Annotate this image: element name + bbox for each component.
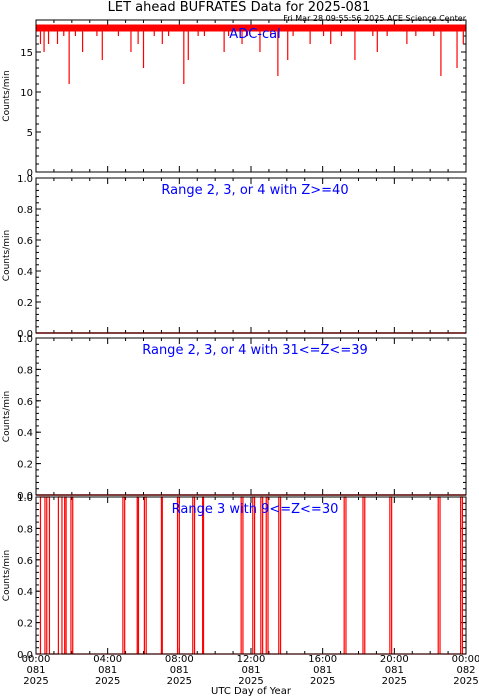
x-tick-label: 082 — [456, 665, 475, 676]
x-tick-label: 00:00 — [22, 654, 51, 665]
x-tick-label: 00:00 — [452, 654, 479, 665]
y-tick-label: 0.4 — [17, 587, 33, 598]
y-tick-label: 0.8 — [17, 365, 33, 376]
y-tick-label: 0.2 — [17, 619, 33, 630]
x-tick-label: 081 — [98, 665, 117, 676]
x-tick-label: 2025 — [453, 676, 478, 687]
y-tick-label: 0 — [27, 168, 33, 179]
y-tick-label: 0.0 — [17, 329, 33, 340]
panel-4: 0.0 0.2 0.4 0.6 0.8 1.0 Range 3 with 9<=Z<=30 C… — [2, 493, 467, 661]
x-tick-label: 2025 — [95, 676, 120, 687]
panel-1: 0 5 10 15 ADC-cal Counts/min — [2, 19, 467, 179]
x-tick-label: 2025 — [167, 676, 192, 687]
timestamp-label: Fri Mar 28 09:55:56 2025 ACE Science Cen… — [283, 14, 467, 23]
x-tick-label: 20:00 — [380, 654, 409, 665]
x-axis-label: UTC Day of Year — [211, 686, 292, 697]
panel-title: Range 2, 3, or 4 with Z>=40 — [161, 183, 348, 198]
y-tick-label: 0.6 — [17, 556, 33, 567]
y-tick-label: 1.0 — [17, 334, 33, 345]
x-tick-label: 081 — [26, 665, 45, 676]
panel-title: ADC-cal — [229, 27, 280, 42]
x-tick-label: 081 — [170, 665, 189, 676]
y-tick-label: 0.4 — [17, 267, 33, 278]
y-axis-label: Counts/min — [2, 70, 12, 121]
y-tick-label: 0.0 — [17, 650, 33, 661]
y-axis-label: Counts/min — [2, 550, 12, 601]
chart-title: LET ahead BUFRATES Data for 2025-081 — [108, 0, 371, 15]
y-tick-label: 1.0 — [17, 174, 33, 185]
y-tick-label: 0.2 — [17, 460, 33, 471]
panel-title: Range 2, 3, or 4 with 31<=Z<=39 — [142, 343, 368, 358]
x-tick-label: 08:00 — [165, 654, 194, 665]
x-tick-label: 081 — [313, 665, 332, 676]
y-tick-label: 0.4 — [17, 428, 33, 439]
y-tick-label: 1.0 — [17, 493, 33, 504]
panel-3: 0.0 0.2 0.4 0.6 0.8 1.0 Range 2, 3, or 4 with … — [2, 334, 467, 502]
panel-frame — [35, 496, 467, 655]
x-tick-label: 2025 — [310, 676, 335, 687]
x-tick-label: 081 — [385, 665, 404, 676]
y-tick-label: 0.6 — [17, 236, 33, 247]
panels-group: 0 5 10 15 ADC-cal Counts/min 0.0 0.2 0.4 0.6 0.8 1.… — [2, 19, 467, 661]
panel-frame — [35, 19, 467, 173]
y-axis-label: Counts/min — [2, 391, 12, 442]
series-line — [36, 496, 466, 655]
panel-frame — [35, 337, 467, 496]
x-tick-label: 2025 — [382, 676, 407, 687]
panel-2: 0.0 0.2 0.4 0.6 0.8 1.0 Range 2, 3, or 4 with … — [2, 174, 467, 340]
panel-frame — [35, 177, 467, 334]
y-tick-label: 0.8 — [17, 205, 33, 216]
x-tick-labels: 00:00081202504:00081202508:00081202512:0… — [22, 654, 479, 687]
y-tick-label: 5 — [27, 128, 33, 139]
y-tick-label: 0.2 — [17, 298, 33, 309]
series-baseline-band — [36, 24, 466, 32]
x-tick-label: 2025 — [23, 676, 48, 687]
panel-title: Range 3 with 9<=Z<=30 — [172, 502, 339, 517]
x-tick-label: 16:00 — [308, 654, 337, 665]
x-tick-label: 04:00 — [93, 654, 122, 665]
y-axis-label: Counts/min — [2, 230, 12, 281]
y-tick-label: 0.0 — [17, 491, 33, 502]
x-tick-label: 2025 — [238, 676, 263, 687]
y-tick-label: 10 — [20, 88, 33, 99]
x-tick-label: 081 — [241, 665, 260, 676]
y-tick-label: 0.8 — [17, 524, 33, 535]
x-tick-label: 12:00 — [237, 654, 266, 665]
y-tick-label: 15 — [20, 48, 33, 59]
y-tick-label: 0.6 — [17, 397, 33, 408]
